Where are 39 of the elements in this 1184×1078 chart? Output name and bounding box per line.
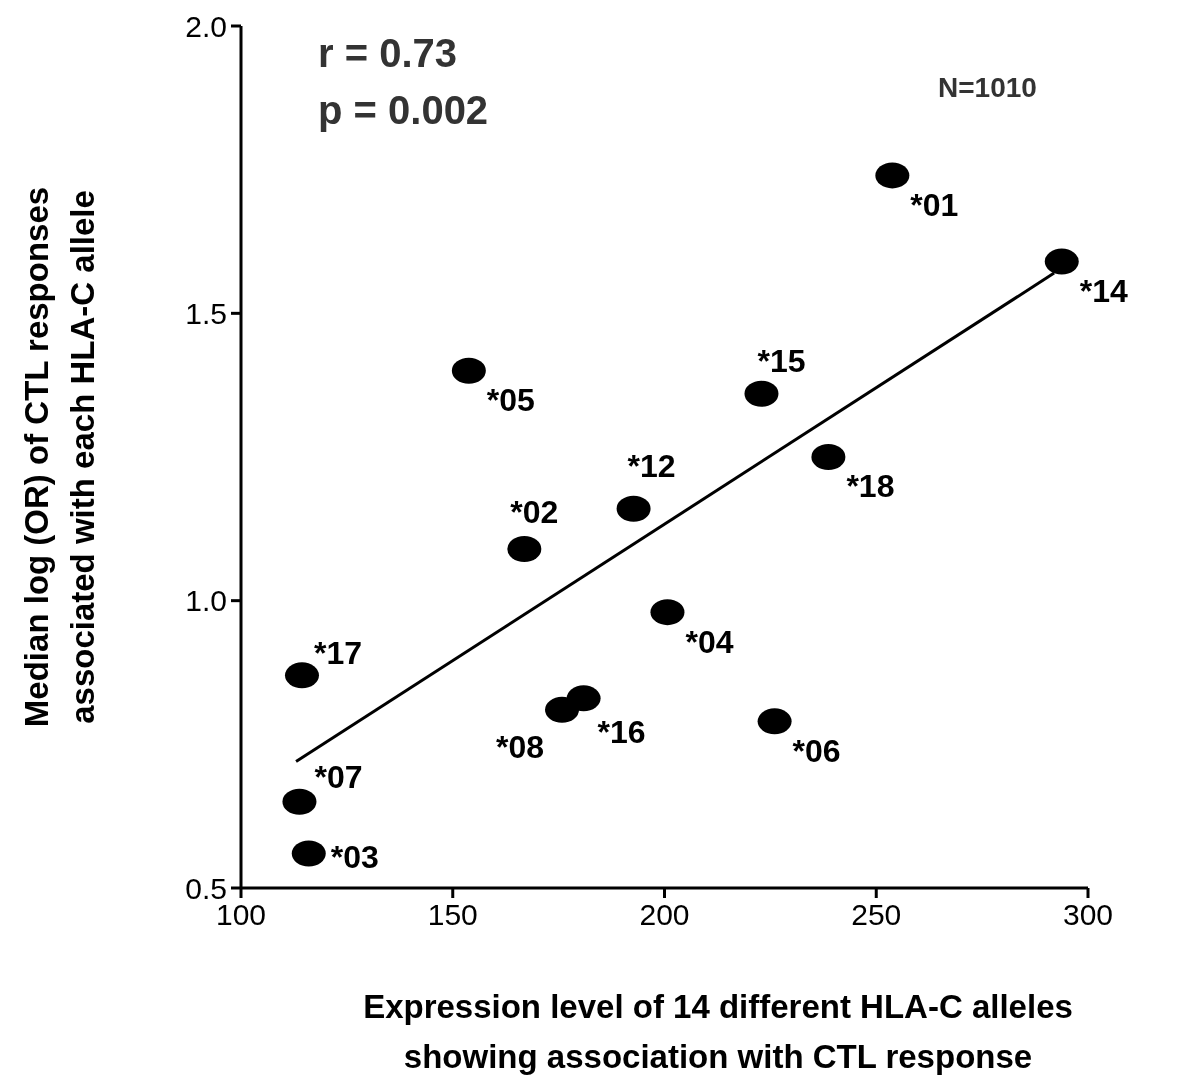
point xyxy=(744,380,779,407)
annotation: *02 xyxy=(510,494,559,531)
y-axis-title: Median log (OR) of CTL responses associated with each HLA-C allele xyxy=(18,186,101,728)
x-tick-label: 150 xyxy=(427,898,478,932)
annotation: r = 0.73 xyxy=(318,30,458,75)
x-axis-title: Expression level of 14 different HLA-C alleles showing association with CTL response xyxy=(363,988,1073,1075)
annotation: *14 xyxy=(1079,273,1128,310)
point xyxy=(811,444,846,470)
annotation: *04 xyxy=(685,623,734,660)
point xyxy=(284,662,319,689)
annotation: *08 xyxy=(495,729,545,766)
annotation: *15 xyxy=(757,343,806,380)
annotation: p = 0.002 xyxy=(318,87,489,132)
annotation: *01 xyxy=(910,186,959,223)
x-tick-label: 300 xyxy=(1062,898,1114,932)
annotation: *06 xyxy=(792,732,841,769)
annotation: *16 xyxy=(597,713,646,750)
annotation: *07 xyxy=(314,759,363,796)
point xyxy=(291,840,326,867)
annotation: *17 xyxy=(313,634,363,671)
point xyxy=(650,599,685,626)
point xyxy=(507,535,542,562)
point xyxy=(616,495,651,522)
annotation: *12 xyxy=(627,448,676,485)
point xyxy=(282,788,317,815)
point xyxy=(566,685,601,712)
point xyxy=(1044,248,1079,275)
x-tick-label: 200 xyxy=(639,898,690,932)
point xyxy=(757,708,792,735)
annotation: *18 xyxy=(846,468,895,505)
annotation: N=1010 xyxy=(938,72,1037,104)
point xyxy=(451,357,486,384)
y-tick-label: 1.5 xyxy=(185,296,227,330)
annotation: *03 xyxy=(330,838,379,875)
x-tick-label: 250 xyxy=(851,898,902,932)
annotation: *05 xyxy=(486,382,535,419)
y-tick-label: 1.0 xyxy=(185,584,227,618)
point xyxy=(875,162,910,189)
y-tick-label: 2.0 xyxy=(185,9,227,43)
